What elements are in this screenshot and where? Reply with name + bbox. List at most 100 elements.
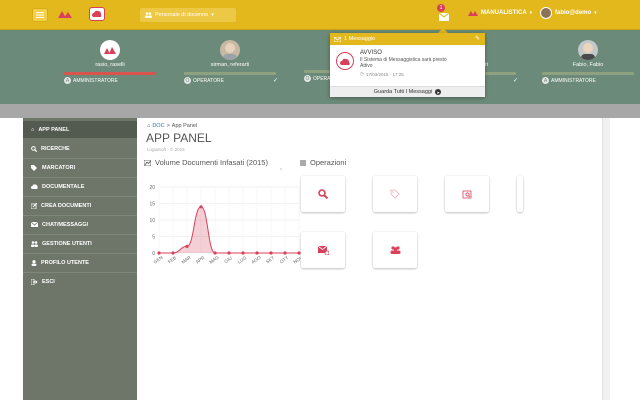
role-badge: O bbox=[184, 77, 191, 84]
message-date: 17/03/2015 - 17:25 bbox=[365, 71, 404, 77]
menu-toggle-button[interactable] bbox=[32, 8, 48, 22]
sidebar-item-label: ESCI bbox=[42, 278, 55, 285]
app-icon[interactable] bbox=[89, 7, 105, 21]
sidebar-item-label: MARCATORI bbox=[42, 164, 76, 171]
section-label: MANUALISTICA bbox=[481, 10, 527, 16]
user-card[interactable]: rasio, raselli A AMMINISTRATORE bbox=[60, 40, 160, 84]
home-icon: ⌂ bbox=[31, 126, 35, 133]
sidebar-item-label: RICERCHE bbox=[41, 145, 70, 152]
sidebar-item-gestione-utenti[interactable]: GESTIONE UTENTI bbox=[23, 235, 137, 252]
tags-tile[interactable] bbox=[373, 176, 417, 212]
data-point bbox=[185, 244, 189, 248]
tags-icon bbox=[31, 164, 37, 171]
messages-popup: 1 Messaggio ✎ AVVISO Il Sistema di Messa… bbox=[330, 33, 485, 97]
search-icon bbox=[318, 189, 328, 199]
sidebar-item-marcatori[interactable]: MARCATORI bbox=[23, 159, 137, 176]
search-icon bbox=[31, 145, 37, 152]
user-label: fabio@demo bbox=[555, 10, 592, 16]
sidebar-item-app-panel[interactable]: ⌂ APP PANEL bbox=[23, 121, 137, 138]
volume-chart: 0 5 10 15 20 GEN FEB MAR APR MAG GIU LUG AGO SET OTT NO… bbox=[149, 185, 302, 265]
messages-tile[interactable] bbox=[301, 232, 345, 268]
avatar bbox=[100, 40, 120, 60]
sidebar-item-chat-messaggi[interactable]: CHAT/MESSAGGI bbox=[23, 216, 137, 233]
sidebar-item-label: DOCUMENTALE bbox=[42, 183, 85, 190]
message-date-row: ◷ 17/03/2015 - 17:25 bbox=[360, 71, 404, 77]
page-scrollbar[interactable] bbox=[602, 118, 610, 400]
popup-header: 1 Messaggio ✎ bbox=[330, 33, 485, 45]
sidebar-item-label: GESTIONE UTENTI bbox=[42, 240, 92, 247]
user-avatar bbox=[540, 7, 552, 19]
x-tick-label: AGO bbox=[251, 255, 263, 265]
role-badge: O bbox=[304, 75, 311, 82]
avatar bbox=[578, 40, 598, 60]
page-title: APP PANEL bbox=[146, 131, 212, 145]
envelope-icon bbox=[31, 222, 38, 227]
data-point bbox=[283, 251, 287, 255]
message-title: AVVISO bbox=[360, 50, 382, 56]
chart-panel-title: Volume Documenti Infasati (2015) bbox=[155, 158, 268, 167]
divider bbox=[23, 215, 137, 216]
sidebar-item-esci[interactable]: ESCI bbox=[23, 273, 137, 290]
cloud-icon bbox=[92, 10, 102, 17]
compose-icon[interactable]: ✎ bbox=[474, 36, 480, 42]
x-tick-label: NOV bbox=[293, 254, 302, 264]
user-name: Fabio, Fabio bbox=[572, 62, 604, 68]
role-label: OPERATORE bbox=[193, 77, 224, 84]
user-card[interactable]: Fabio, Fabio A AMMINISTRATORE bbox=[538, 40, 638, 84]
divider bbox=[23, 177, 137, 178]
arrow-right-icon: ➤ bbox=[435, 89, 442, 95]
operations-panel-header: Operazioni bbox=[300, 158, 346, 167]
documents-tile[interactable] bbox=[445, 176, 489, 212]
data-point bbox=[213, 251, 217, 255]
sidebar-item-label: APP PANEL bbox=[38, 126, 70, 133]
data-point bbox=[255, 251, 259, 255]
data-point bbox=[241, 251, 245, 255]
message-body: Il Sistema di Messaggistica sarà presto … bbox=[360, 57, 447, 69]
envelope-icon bbox=[439, 13, 449, 21]
user-card[interactable]: sirman, referarti O OPERATORE ✓ bbox=[180, 40, 280, 84]
x-tick-label: APR bbox=[195, 255, 206, 265]
sidebar-item-documentale[interactable]: DOCUMENTALE bbox=[23, 178, 137, 195]
sidebar-item-label: CREA DOCUMENTI bbox=[41, 202, 92, 209]
section-dropdown[interactable]: MANUALISTICA ▾ bbox=[468, 10, 532, 16]
tag-icon bbox=[390, 189, 400, 199]
sidebar-item-crea-documenti[interactable]: CREA DOCUMENTI bbox=[23, 197, 137, 214]
collapse-icon[interactable]: ⌃ bbox=[279, 168, 284, 174]
series-area bbox=[159, 206, 299, 253]
breadcrumb-root[interactable]: DOC bbox=[152, 123, 165, 129]
role-label: AMMINISTRATORE bbox=[73, 77, 118, 84]
chart-panel-header: Volume Documenti Infasati (2015) bbox=[144, 158, 268, 167]
check-icon: ✓ bbox=[272, 78, 278, 84]
user-status-bar bbox=[184, 72, 276, 75]
users-tile[interactable] bbox=[373, 232, 417, 268]
chevron-down-icon: ▾ bbox=[211, 12, 214, 18]
hamburger-icon bbox=[36, 12, 44, 18]
y-tick-label: 5 bbox=[152, 234, 155, 240]
role-label: AMMINISTRATORE bbox=[551, 77, 596, 84]
search-tile[interactable] bbox=[301, 176, 345, 212]
view-all-label: Guarda Tutti I Messaggi bbox=[373, 89, 433, 95]
sidebar-item-profilo-utente[interactable]: PROFILO UTENTE bbox=[23, 254, 137, 271]
role-label: OPERATORE bbox=[313, 75, 344, 82]
breadcrumb: ⌂ DOC > App Panel bbox=[147, 123, 197, 129]
user-name: rasio, raselli bbox=[95, 62, 125, 68]
top-bar: Personale di docenno ▾ 1 MANUALISTICA ▾ … bbox=[0, 0, 640, 30]
department-dropdown[interactable]: Personale di docenno ▾ bbox=[140, 8, 236, 22]
notifications-button[interactable]: 1 bbox=[434, 4, 452, 22]
signout-icon bbox=[31, 278, 38, 285]
message-item[interactable]: AVVISO Il Sistema di Messaggistica sarà … bbox=[334, 48, 482, 84]
x-tick-label: OTT bbox=[279, 255, 290, 264]
divider bbox=[23, 272, 137, 273]
sidebar: ⌂ APP PANEL RICERCHE MARCATORI DOCUMENTA… bbox=[23, 118, 137, 400]
y-tick-label: 0 bbox=[152, 251, 155, 257]
data-point bbox=[269, 251, 273, 255]
sidebar-item-label: CHAT/MESSAGGI bbox=[42, 221, 89, 228]
user-dropdown[interactable]: fabio@demo ▾ bbox=[540, 7, 597, 19]
partial-tile[interactable] bbox=[517, 176, 523, 212]
users-icon bbox=[31, 240, 38, 247]
sidebar-item-ricerche[interactable]: RICERCHE bbox=[23, 140, 137, 157]
view-all-messages-button[interactable]: Guarda Tutti I Messaggi ➤ bbox=[330, 86, 485, 97]
chart-icon bbox=[144, 159, 151, 166]
edit-icon bbox=[31, 202, 37, 209]
avatar bbox=[220, 40, 240, 60]
